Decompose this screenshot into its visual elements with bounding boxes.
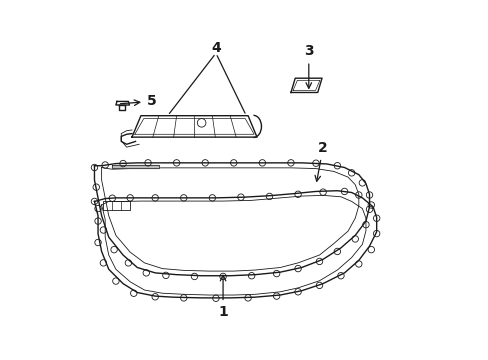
Polygon shape	[112, 165, 159, 168]
Text: 4: 4	[211, 41, 221, 55]
Text: 3: 3	[304, 44, 313, 88]
Polygon shape	[116, 102, 129, 105]
Text: 2: 2	[314, 141, 327, 181]
Polygon shape	[119, 105, 124, 111]
Text: 5: 5	[120, 94, 156, 108]
Text: 1: 1	[218, 275, 227, 319]
Polygon shape	[290, 78, 322, 93]
Polygon shape	[132, 116, 257, 137]
